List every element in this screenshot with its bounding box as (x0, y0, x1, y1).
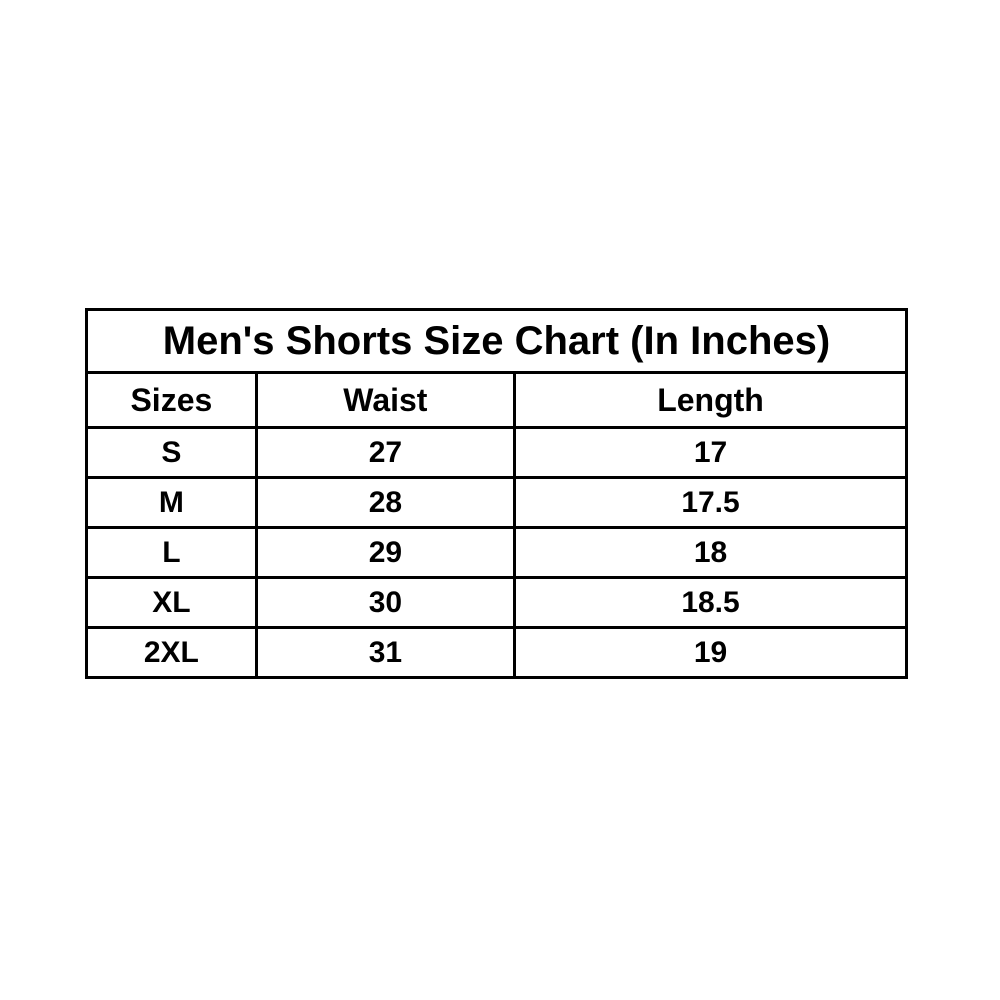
table-row: XL 30 18.5 (85, 576, 908, 629)
table-cell: 18.5 (513, 576, 908, 629)
table-cell: 31 (254, 626, 517, 679)
table-cell: 18 (513, 526, 908, 579)
table-cell: 17 (513, 426, 908, 479)
table-row: 2XL 31 19 (85, 626, 908, 679)
table-cell: 29 (254, 526, 517, 579)
table-cell: M (85, 476, 258, 529)
table-cell: XL (85, 576, 258, 629)
column-header-length: Length (513, 371, 908, 429)
table-row: L 29 18 (85, 526, 908, 579)
table-cell: 28 (254, 476, 517, 529)
table-cell: 30 (254, 576, 517, 629)
column-header-waist: Waist (254, 371, 517, 429)
table-title-row: Men's Shorts Size Chart (In Inches) (85, 308, 908, 374)
table-title: Men's Shorts Size Chart (In Inches) (85, 308, 908, 374)
table-row: M 28 17.5 (85, 476, 908, 529)
table-cell: 2XL (85, 626, 258, 679)
table-header-row: Sizes Waist Length (85, 371, 908, 429)
table-cell: L (85, 526, 258, 579)
table-cell: S (85, 426, 258, 479)
size-chart-table: Men's Shorts Size Chart (In Inches) Size… (85, 308, 908, 679)
column-header-sizes: Sizes (85, 371, 258, 429)
table-cell: 19 (513, 626, 908, 679)
table-row: S 27 17 (85, 426, 908, 479)
table-cell: 17.5 (513, 476, 908, 529)
table-cell: 27 (254, 426, 517, 479)
